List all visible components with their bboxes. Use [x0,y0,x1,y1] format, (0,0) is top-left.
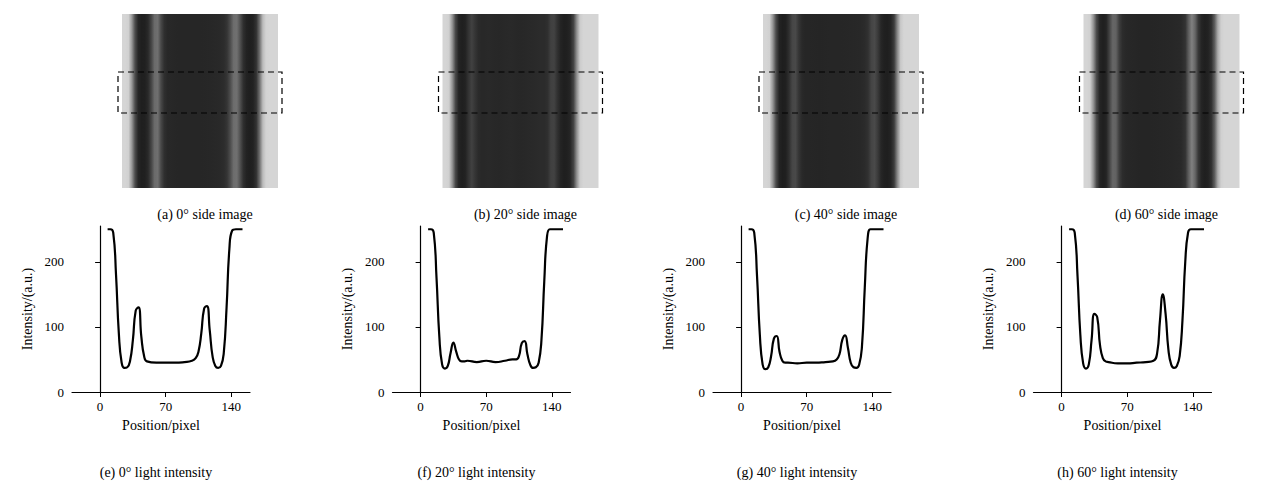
svg-text:(a) 0° side image: (a) 0° side image [157,207,252,223]
svg-text:(d) 60° side image: (d) 60° side image [1115,207,1218,223]
svg-text:200: 200 [45,254,65,269]
svg-text:Position/pixel: Position/pixel [763,418,841,433]
svg-text:200: 200 [686,254,706,269]
svg-text:(e) 0° light intensity: (e) 0° light intensity [100,465,213,481]
svg-text:140: 140 [542,399,562,414]
svg-text:(g) 40° light intensity: (g) 40° light intensity [737,465,857,481]
svg-text:0: 0 [378,385,385,400]
svg-text:(h) 60° light intensity: (h) 60° light intensity [1057,465,1177,481]
svg-text:0: 0 [738,399,745,414]
svg-text:140: 140 [1183,399,1203,414]
svg-text:70: 70 [800,399,813,414]
svg-text:(b) 20° side image: (b) 20° side image [474,207,577,223]
svg-text:Intensity/(a.u.): Intensity/(a.u.) [661,267,677,350]
svg-text:0: 0 [699,385,706,400]
svg-text:Intensity/(a.u.): Intensity/(a.u.) [20,267,36,350]
svg-text:100: 100 [686,319,706,334]
svg-text:Position/pixel: Position/pixel [443,418,521,433]
svg-text:0: 0 [58,385,65,400]
svg-text:Intensity/(a.u.): Intensity/(a.u.) [981,267,997,350]
svg-text:70: 70 [159,399,172,414]
svg-text:100: 100 [1006,319,1026,334]
svg-text:70: 70 [480,399,493,414]
svg-text:200: 200 [365,254,385,269]
svg-text:200: 200 [1006,254,1026,269]
svg-text:(c) 40° side image: (c) 40° side image [795,207,897,223]
svg-text:0: 0 [1019,385,1026,400]
svg-text:Position/pixel: Position/pixel [1084,418,1162,433]
svg-text:Intensity/(a.u.): Intensity/(a.u.) [340,267,356,350]
svg-text:70: 70 [1121,399,1134,414]
svg-text:100: 100 [365,319,385,334]
svg-text:140: 140 [222,399,242,414]
svg-text:0: 0 [97,399,104,414]
svg-text:0: 0 [417,399,424,414]
svg-text:100: 100 [45,319,65,334]
svg-text:Position/pixel: Position/pixel [122,418,200,433]
svg-text:0: 0 [1058,399,1065,414]
svg-text:140: 140 [863,399,883,414]
svg-text:(f) 20° light intensity: (f) 20° light intensity [418,465,536,481]
